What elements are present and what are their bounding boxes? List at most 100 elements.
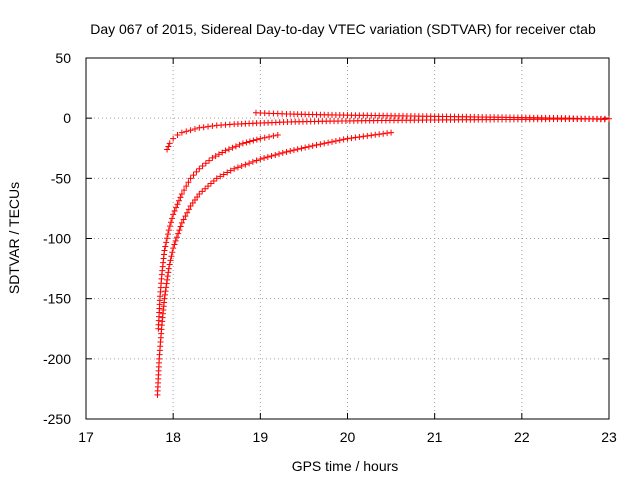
data-point <box>164 231 171 238</box>
data-point <box>601 116 608 123</box>
data-point <box>165 269 172 276</box>
data-point <box>163 239 170 246</box>
data-point <box>229 144 236 151</box>
data-point <box>209 122 216 129</box>
data-point <box>196 190 203 197</box>
data-point <box>175 230 182 237</box>
data-point <box>170 245 177 252</box>
data-point <box>187 175 194 182</box>
data-point <box>268 152 275 159</box>
x-tick-label: 22 <box>514 429 530 445</box>
series-arc-3 <box>154 129 395 398</box>
data-point <box>332 138 339 145</box>
data-point <box>231 165 238 172</box>
y-tick-label: 0 <box>63 110 71 126</box>
data-point <box>165 265 172 272</box>
data-point <box>243 139 250 146</box>
data-point <box>344 135 351 142</box>
data-point <box>329 138 336 145</box>
data-point <box>356 133 363 140</box>
data-point <box>364 132 371 139</box>
data-point <box>164 146 171 153</box>
data-point <box>246 160 253 167</box>
data-point <box>317 141 324 148</box>
x-tick-label: 18 <box>165 429 181 445</box>
data-point <box>205 123 212 130</box>
data-point <box>210 177 217 184</box>
data-point <box>175 197 182 204</box>
data-point <box>283 148 290 155</box>
data-point <box>176 227 183 234</box>
data-point <box>257 135 264 142</box>
data-point <box>178 219 185 226</box>
data-point <box>171 241 178 248</box>
x-tick-label: 19 <box>253 429 269 445</box>
data-point <box>249 158 256 165</box>
data-point <box>213 175 220 182</box>
data-point <box>239 140 246 147</box>
data-point <box>196 165 203 172</box>
x-tick-label: 20 <box>340 429 356 445</box>
data-point <box>167 219 174 226</box>
data-point <box>236 141 243 148</box>
data-point <box>174 201 181 208</box>
y-tick-label: -100 <box>43 231 71 247</box>
data-point <box>305 143 312 150</box>
y-tick-label: -50 <box>51 170 71 186</box>
data-point <box>270 132 277 139</box>
data-point <box>193 168 200 175</box>
data-point <box>232 143 239 150</box>
data-point <box>180 216 187 223</box>
data-point <box>276 150 283 157</box>
data-point <box>321 140 328 147</box>
data-point <box>164 276 171 283</box>
data-point <box>219 149 226 156</box>
data-point <box>164 273 171 280</box>
data-point <box>238 162 245 169</box>
data-point <box>187 203 194 210</box>
data-point <box>225 146 232 153</box>
data-point <box>200 124 207 131</box>
x-tick-label: 23 <box>601 429 617 445</box>
data-point <box>162 288 169 295</box>
data-point <box>161 295 168 302</box>
data-point <box>340 136 347 143</box>
x-tick-label: 21 <box>427 429 443 445</box>
data-point <box>372 131 379 138</box>
data-point <box>257 156 264 163</box>
data-point <box>348 135 355 142</box>
data-point <box>360 133 367 140</box>
data-point <box>212 153 219 160</box>
y-tick-label: -200 <box>43 351 71 367</box>
data-point <box>352 134 359 141</box>
data-point <box>166 223 173 230</box>
data-point <box>606 115 612 122</box>
data-point <box>261 155 268 162</box>
data-point <box>181 187 188 194</box>
axis-ticks: 17 18 19 20 21 22 23 -250 -200 -150 -100 -50 0 50 <box>43 50 617 445</box>
data-point <box>167 257 174 264</box>
data-point <box>185 179 192 186</box>
data-point <box>264 154 271 161</box>
data-point <box>376 131 383 138</box>
data-point <box>199 188 206 195</box>
data-point <box>234 164 241 171</box>
data-point <box>166 261 173 268</box>
data-point <box>290 147 297 154</box>
data-point <box>294 146 301 153</box>
data-point <box>242 161 249 168</box>
data-point <box>287 148 294 154</box>
data-point <box>182 213 189 220</box>
data-point <box>266 133 273 140</box>
data-point <box>168 253 175 260</box>
data-point <box>224 169 231 176</box>
data-point <box>205 183 212 190</box>
data-point <box>199 162 206 169</box>
data-point <box>279 149 286 156</box>
data-points <box>154 109 612 398</box>
data-point <box>183 128 190 135</box>
data-point <box>161 247 168 254</box>
data-point <box>253 136 260 143</box>
data-point <box>177 194 184 201</box>
data-point <box>174 132 181 139</box>
